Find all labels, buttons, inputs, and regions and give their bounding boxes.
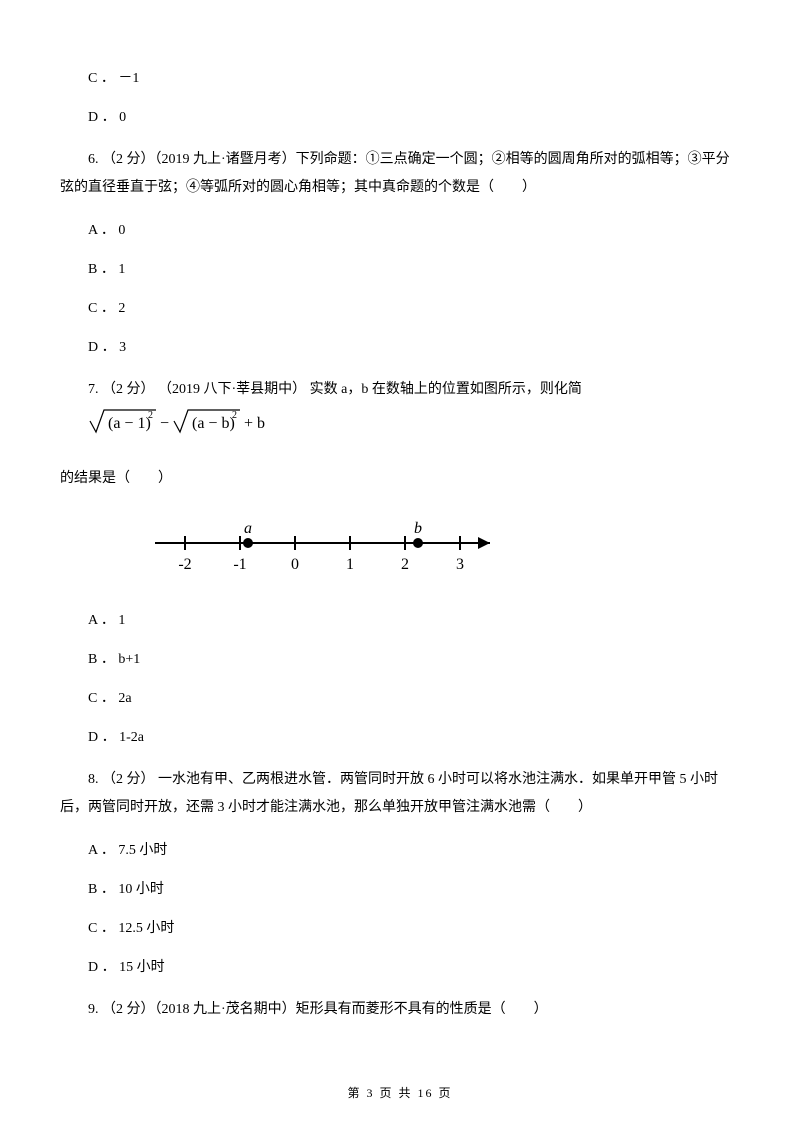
svg-text:3: 3 <box>456 556 464 573</box>
q7-option-a: A ． 1 <box>88 610 740 631</box>
q8-option-d: D ． 15 小时 <box>88 957 740 978</box>
q7-numberline: -2 -1 0 1 2 3 a b <box>130 517 740 586</box>
q7-option-d: D ． 1-2a <box>88 727 740 748</box>
q8-option-a: A ． 7.5 小时 <box>88 840 740 861</box>
q7-option-c: C ． 2a <box>88 688 740 709</box>
q7-formula: (a − 1) 2 − (a − b) 2 + b <box>60 404 268 447</box>
q6-option-c: C ． 2 <box>88 298 740 319</box>
svg-text:-1: -1 <box>233 556 246 573</box>
q6-stem: 6. （2 分）（2019 九上·诸暨月考）下列命题：①三点确定一个圆；②相等的… <box>60 146 740 202</box>
svg-text:2: 2 <box>148 410 153 421</box>
q7-option-b: B ． b+1 <box>88 649 740 670</box>
svg-text:(a − 1): (a − 1) <box>108 415 151 432</box>
svg-text:-2: -2 <box>178 556 191 573</box>
svg-text:2: 2 <box>401 556 409 573</box>
q5-option-c: C ． －1 <box>88 68 740 89</box>
q8-option-b: B ． 10 小时 <box>88 879 740 900</box>
q7-stem-pre: 7. （2 分） （2019 八下·莘县期中） 实数 a，b 在数轴上的位置如图… <box>88 382 582 397</box>
q5-option-d: D ． 0 <box>88 107 740 128</box>
svg-text:b: b <box>414 520 422 537</box>
q6-option-d: D ． 3 <box>88 337 740 358</box>
page-footer: 第 3 页 共 16 页 <box>0 1084 800 1102</box>
svg-text:(a − b): (a − b) <box>192 415 235 432</box>
svg-text:2: 2 <box>232 410 237 421</box>
svg-text:−: − <box>160 415 169 432</box>
q7-stem: 7. （2 分） （2019 八下·莘县期中） 实数 a，b 在数轴上的位置如图… <box>60 376 740 447</box>
q8-option-c: C ． 12.5 小时 <box>88 918 740 939</box>
svg-text:a: a <box>244 520 252 537</box>
q7-stem-post: 的结果是（ ） <box>60 465 740 493</box>
q9-stem: 9. （2 分）（2018 九上·茂名期中）矩形具有而菱形不具有的性质是（ ） <box>60 996 740 1024</box>
q6-option-b: B ． 1 <box>88 259 740 280</box>
svg-text:1: 1 <box>346 556 354 573</box>
svg-text:0: 0 <box>291 556 299 573</box>
q8-stem: 8. （2 分） 一水池有甲、乙两根进水管．两管同时开放 6 小时可以将水池注满… <box>60 766 740 822</box>
svg-text:+ b: + b <box>244 415 265 432</box>
q6-option-a: A ． 0 <box>88 220 740 241</box>
